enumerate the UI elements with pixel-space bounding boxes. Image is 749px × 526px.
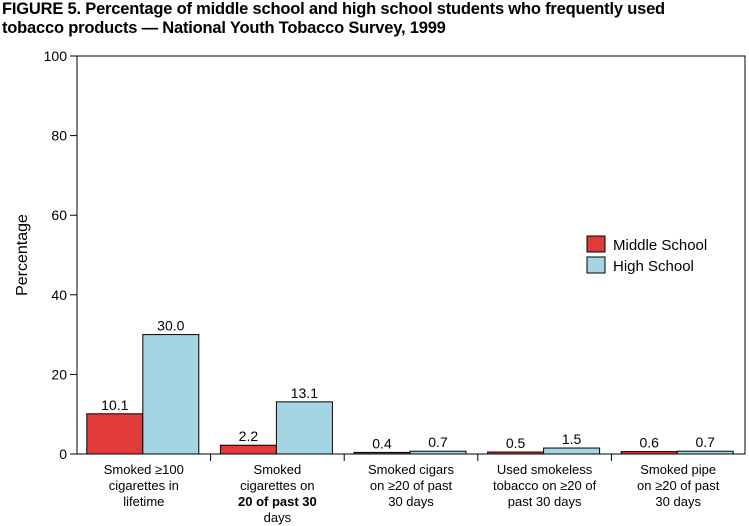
y-tick-label: 0 bbox=[59, 446, 67, 462]
x-tick-label-1: Smoked ≥100 cigarettes in lifetime bbox=[80, 462, 208, 510]
x-tick-label-line: cigarettes in bbox=[108, 478, 179, 493]
x-tick-label-line: Smoked pipe bbox=[640, 462, 717, 477]
bar-middle-school-3 bbox=[353, 451, 411, 455]
bar-high-school-5 bbox=[676, 450, 734, 455]
x-tick-label-line: past 30 days bbox=[507, 494, 582, 509]
legend-label-middle-school: Middle School bbox=[613, 237, 707, 254]
chart-title-line-1: FIGURE 5. Percentage of middle school an… bbox=[2, 0, 665, 18]
bar-high-school-1 bbox=[142, 334, 200, 455]
bar-high-school-4 bbox=[543, 447, 601, 455]
data-label: 0.5 bbox=[506, 435, 526, 451]
data-label: 13.1 bbox=[291, 385, 318, 401]
chart-bars: 10.1 30.0 2.2 13.1 0.4 0.7 0.5 1.5 0.6 0.7 bbox=[86, 318, 734, 455]
y-tick-label: 20 bbox=[51, 366, 67, 382]
y-axis-title: Percentage bbox=[14, 214, 31, 296]
bar-high-school-3 bbox=[409, 450, 467, 455]
data-label: 0.6 bbox=[639, 435, 659, 451]
data-label: 0.7 bbox=[695, 434, 715, 450]
x-tick-label-line: days bbox=[263, 510, 292, 525]
x-tick-label-4: Used smokeless tobacco on ≥20 of past 30 d… bbox=[481, 462, 609, 510]
x-tick-label-line: 30 days bbox=[655, 494, 701, 509]
legend-swatch-middle-school bbox=[586, 235, 606, 253]
data-label: 1.5 bbox=[562, 431, 582, 447]
chart-title: FIGURE 5. Percentage of middle school an… bbox=[2, 0, 747, 38]
x-tick-label-2: Smoked cigarettes on 20 of past 30 days bbox=[213, 462, 341, 526]
x-tick-label-line: on ≥20 of past bbox=[369, 478, 453, 493]
data-label: 10.1 bbox=[101, 397, 128, 413]
x-tick-label-line: tobacco on ≥20 of bbox=[492, 478, 597, 493]
y-tick-label: 60 bbox=[51, 207, 67, 223]
legend-label-high-school: High School bbox=[613, 258, 694, 275]
bar-middle-school-4 bbox=[487, 451, 545, 455]
chart-title-line-2: tobacco products — National Youth Tobacc… bbox=[2, 19, 446, 37]
legend-swatch-high-school bbox=[586, 256, 606, 274]
chart-legend: Middle School High School bbox=[586, 235, 707, 275]
bar-middle-school-5 bbox=[620, 451, 678, 455]
data-label: 0.4 bbox=[372, 435, 392, 451]
y-tick-label: 100 bbox=[44, 48, 68, 64]
y-tick-label: 40 bbox=[51, 287, 67, 303]
x-tick-label-5: Smoked pipe on ≥20 of past 30 days bbox=[614, 462, 742, 510]
x-tick-label-line: 20 of past 30 bbox=[238, 494, 317, 509]
y-tick-label: 80 bbox=[51, 128, 67, 144]
x-tick-label-line: Smoked cigars bbox=[368, 462, 454, 477]
x-tick-label-3: Smoked cigars on ≥20 of past 30 days bbox=[347, 462, 475, 510]
data-label: 2.2 bbox=[239, 428, 259, 444]
bar-high-school-2 bbox=[275, 401, 333, 455]
data-label: 0.7 bbox=[428, 434, 448, 450]
x-tick-label-line: Used smokeless bbox=[496, 462, 593, 477]
x-tick-label-line: lifetime bbox=[123, 494, 165, 509]
bar-middle-school-1 bbox=[86, 413, 144, 455]
x-tick-label-line: 30 days bbox=[388, 494, 434, 509]
bar-middle-school-2 bbox=[219, 444, 277, 455]
x-tick-label-line: cigarettes on bbox=[240, 478, 315, 493]
data-label: 30.0 bbox=[157, 318, 184, 334]
x-tick-label-line: on ≥20 of past bbox=[637, 478, 720, 493]
x-tick-label-line: Smoked bbox=[253, 462, 302, 477]
x-tick-label-line: Smoked ≥100 bbox=[103, 462, 184, 477]
